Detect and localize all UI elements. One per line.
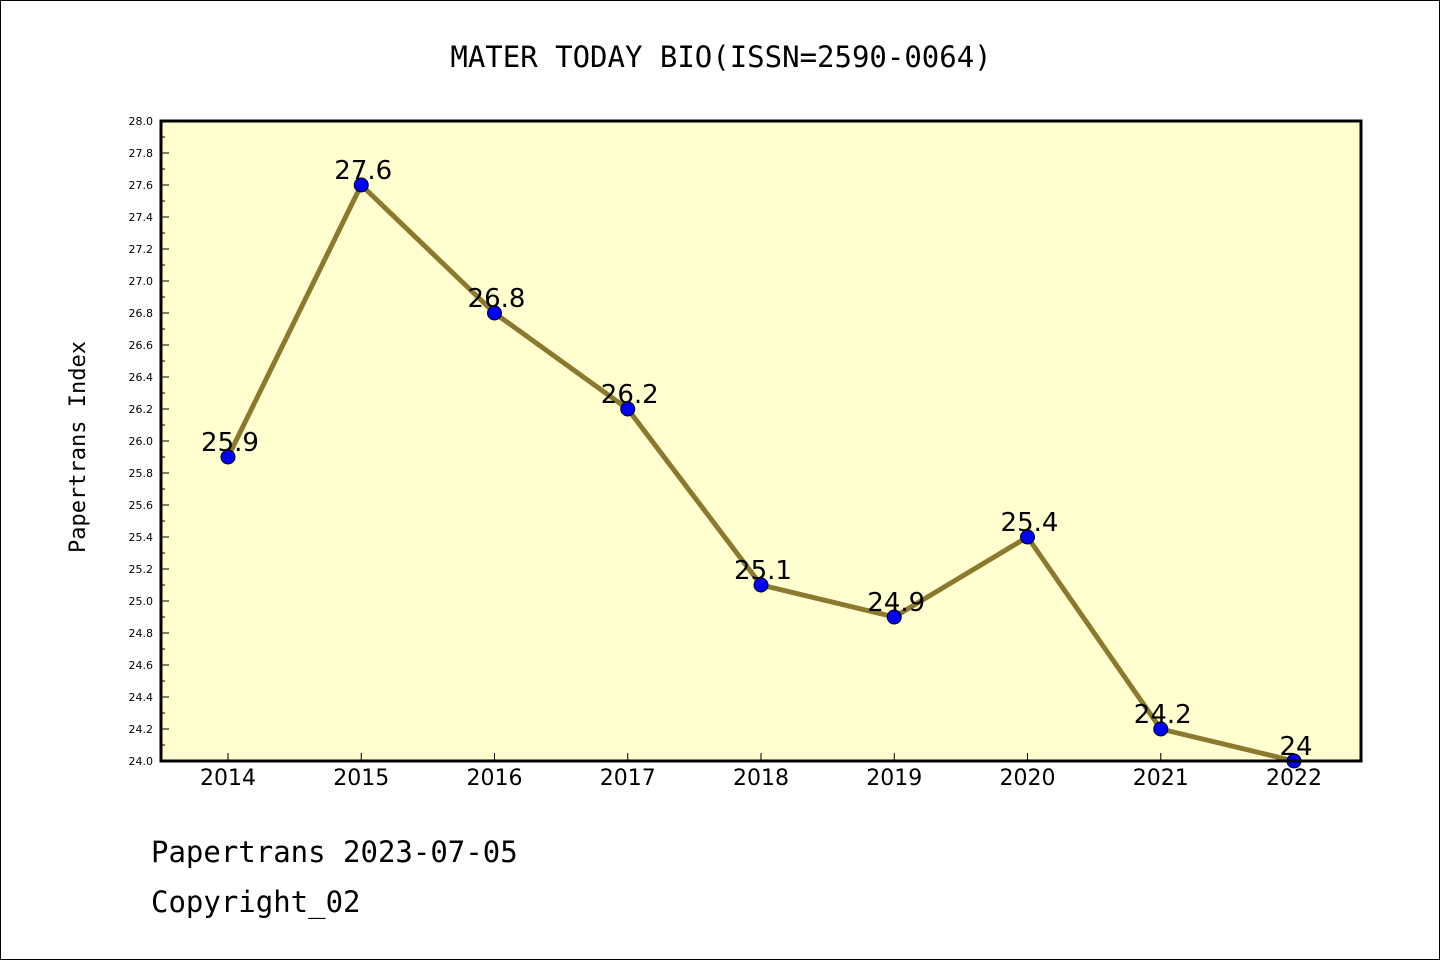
y-tick-label: 26.0 <box>129 435 154 448</box>
y-tick-label: 28.0 <box>129 115 154 128</box>
x-tick-label: 2018 <box>733 766 789 791</box>
data-points <box>220 177 1302 769</box>
x-axis: 2014 2015 2016 2017 2018 2019 2020 2021 2022 <box>200 753 1322 791</box>
data-label: 26.8 <box>468 284 526 314</box>
y-tick-label: 27.0 <box>129 275 154 288</box>
y-tick-label: 25.4 <box>129 531 154 544</box>
y-tick-label: 27.8 <box>129 147 154 160</box>
x-tick-label: 2016 <box>467 766 523 791</box>
data-label: 24.9 <box>867 588 925 618</box>
plot-area <box>161 121 1361 761</box>
x-tick-label: 2019 <box>866 766 922 791</box>
y-tick-label: 27.6 <box>129 179 154 192</box>
data-point <box>1020 529 1035 545</box>
data-label: 25.1 <box>734 556 792 586</box>
y-tick-label: 24.6 <box>129 659 154 672</box>
y-axis-label: Papertrans Index <box>66 341 91 553</box>
y-tick-label: 24.2 <box>129 723 154 736</box>
x-tick-label: 2022 <box>1266 766 1322 791</box>
y-tick-label: 24.8 <box>129 627 154 640</box>
data-label: 25.4 <box>1001 508 1059 538</box>
y-tick-label: 25.6 <box>129 499 154 512</box>
x-tick-label: 2014 <box>200 766 256 791</box>
data-label: 24.2 <box>1134 700 1192 730</box>
y-tick-label: 27.2 <box>129 243 154 256</box>
x-tick-label: 2020 <box>1000 766 1056 791</box>
x-tick-label: 2015 <box>333 766 389 791</box>
footer-date: Papertrans 2023-07-05 <box>151 835 518 869</box>
data-labels: 25.9 27.6 26.8 26.2 25.1 24.9 25.4 24.2 24 <box>201 156 1312 762</box>
data-point <box>220 449 236 465</box>
chart-title: MATER TODAY BIO(ISSN=2590-0064) <box>450 40 991 74</box>
data-label: 26.2 <box>601 380 659 410</box>
data-point <box>1153 721 1169 737</box>
data-label: 24 <box>1279 732 1312 762</box>
y-tick-label: 25.2 <box>129 563 154 576</box>
y-tick-label: 27.4 <box>129 211 154 224</box>
y-tick-label: 25.8 <box>129 467 154 480</box>
y-tick-label: 26.4 <box>129 371 154 384</box>
data-point <box>753 577 769 593</box>
y-axis: 24.0 24.2 24.4 24.6 24.8 25.0 25.2 25.4 25.6 25.8… <box>129 115 169 768</box>
y-tick-label: 26.2 <box>129 403 154 416</box>
data-point <box>620 401 636 417</box>
data-label: 25.9 <box>201 428 259 458</box>
x-tick-label: 2021 <box>1133 766 1189 791</box>
y-tick-label: 26.8 <box>129 307 154 320</box>
data-point <box>886 609 902 625</box>
x-tick-label: 2017 <box>600 766 656 791</box>
plot-border <box>159 119 1363 763</box>
data-point <box>487 305 502 321</box>
y-tick-label: 24.4 <box>129 691 154 704</box>
footer-copyright: Copyright_02 <box>151 885 361 919</box>
y-tick-label: 25.0 <box>129 595 154 608</box>
y-tick-label: 26.6 <box>129 339 154 352</box>
data-point <box>353 177 369 193</box>
data-label: 27.6 <box>334 156 392 186</box>
y-tick-label: 24.0 <box>129 755 154 768</box>
